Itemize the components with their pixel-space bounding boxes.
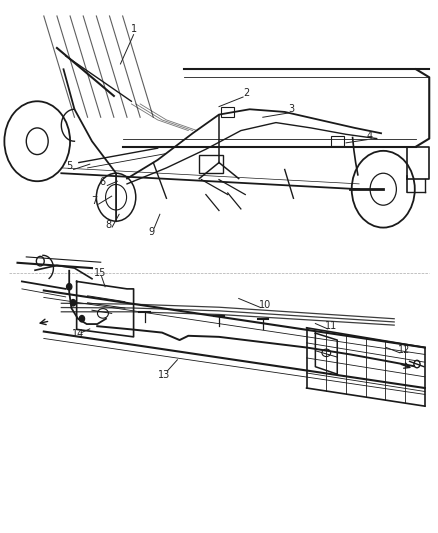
Text: 15: 15 bbox=[94, 268, 106, 278]
Text: 6: 6 bbox=[100, 177, 106, 187]
Text: 3: 3 bbox=[288, 104, 294, 114]
Bar bbox=[221, 107, 234, 117]
Text: 8: 8 bbox=[106, 220, 112, 230]
Text: 12: 12 bbox=[398, 345, 410, 355]
Circle shape bbox=[71, 300, 76, 306]
Text: 11: 11 bbox=[325, 321, 338, 331]
Text: 4: 4 bbox=[367, 131, 373, 141]
Text: 2: 2 bbox=[243, 88, 249, 98]
Text: 5: 5 bbox=[66, 161, 72, 171]
Text: 1: 1 bbox=[131, 25, 137, 34]
Text: 14: 14 bbox=[72, 329, 84, 339]
Text: 9: 9 bbox=[148, 227, 154, 237]
Circle shape bbox=[67, 284, 72, 290]
Circle shape bbox=[79, 316, 85, 322]
Bar bbox=[331, 136, 344, 146]
Bar bbox=[199, 155, 223, 173]
Text: 7: 7 bbox=[91, 197, 97, 206]
Text: 13: 13 bbox=[158, 370, 170, 379]
Text: 10: 10 bbox=[259, 300, 271, 310]
